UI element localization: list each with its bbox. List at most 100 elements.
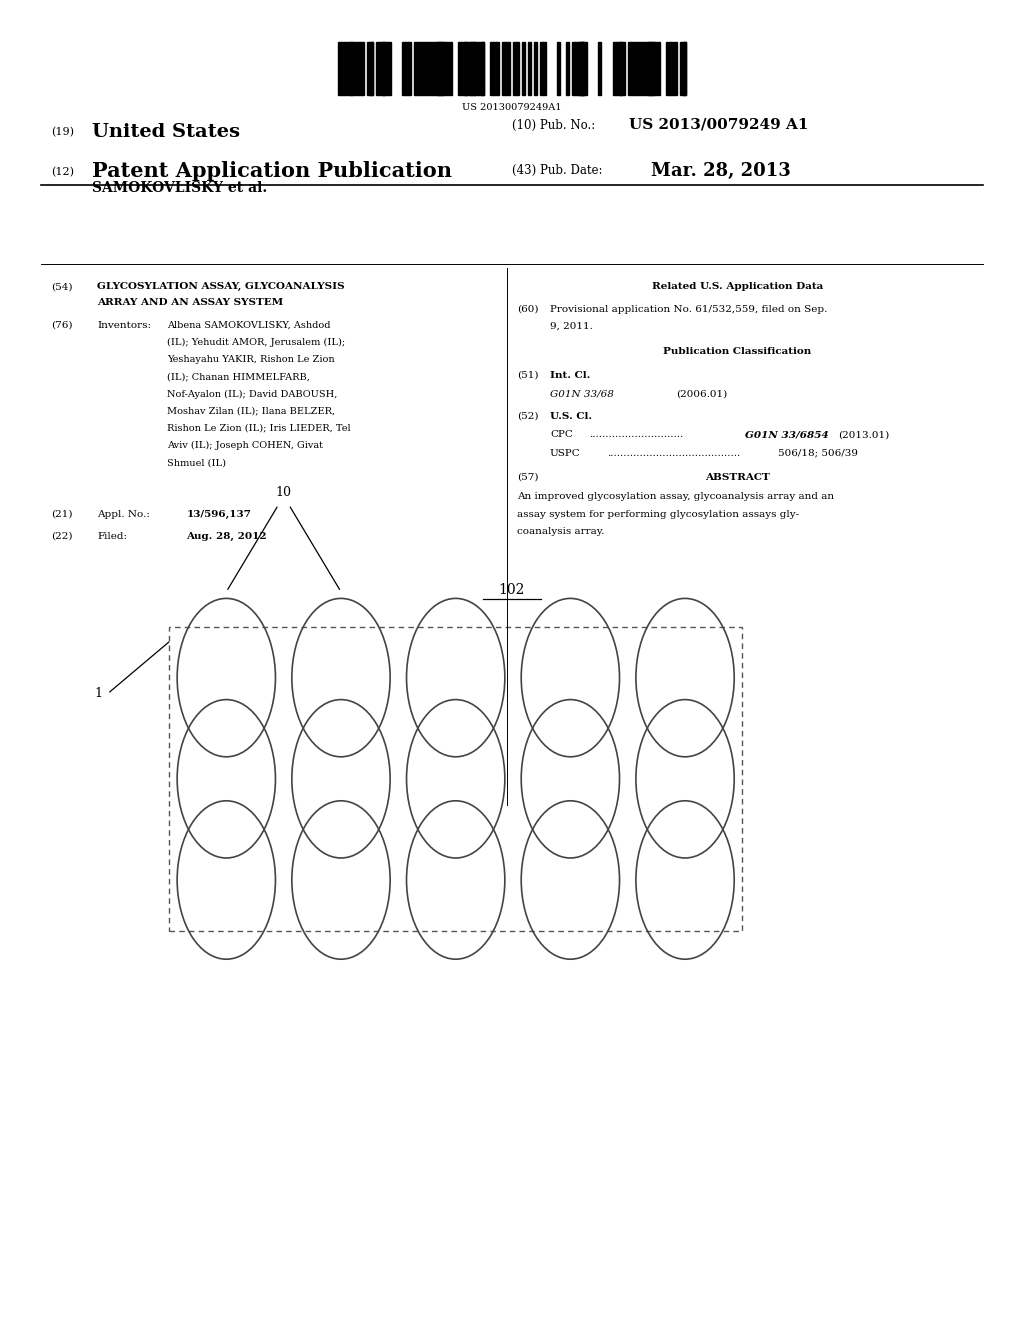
Text: assay system for performing glycosylation assays gly-: assay system for performing glycosylatio… bbox=[517, 510, 800, 519]
Text: Int. Cl.: Int. Cl. bbox=[550, 371, 590, 380]
Bar bbox=[446, 42, 452, 95]
Text: 506/18; 506/39: 506/18; 506/39 bbox=[778, 449, 858, 458]
Bar bbox=[338, 42, 341, 95]
Text: Albena SAMOKOVLISKY, Ashdod: Albena SAMOKOVLISKY, Ashdod bbox=[167, 321, 331, 330]
Bar bbox=[654, 42, 659, 95]
Bar bbox=[478, 42, 484, 95]
Text: 102: 102 bbox=[499, 582, 525, 597]
Text: United States: United States bbox=[92, 123, 241, 141]
Text: (52): (52) bbox=[517, 412, 539, 421]
Text: SAMOKOVLISKY et al.: SAMOKOVLISKY et al. bbox=[92, 181, 267, 195]
Bar bbox=[572, 42, 574, 95]
Text: Related U.S. Application Data: Related U.S. Application Data bbox=[651, 282, 823, 292]
Text: Appl. No.:: Appl. No.: bbox=[97, 510, 151, 519]
Text: (60): (60) bbox=[517, 305, 539, 314]
Text: U.S. Cl.: U.S. Cl. bbox=[550, 412, 592, 421]
Bar bbox=[634, 42, 639, 95]
Bar bbox=[598, 42, 601, 95]
Text: (54): (54) bbox=[51, 282, 73, 292]
Bar bbox=[420, 42, 423, 95]
Bar bbox=[581, 42, 587, 95]
Text: Nof-Ayalon (IL); David DABOUSH,: Nof-Ayalon (IL); David DABOUSH, bbox=[167, 389, 337, 399]
Text: (2006.01): (2006.01) bbox=[676, 389, 727, 399]
Bar bbox=[505, 42, 511, 95]
Bar bbox=[464, 42, 467, 95]
Bar bbox=[493, 42, 499, 95]
Bar bbox=[513, 42, 516, 95]
Bar bbox=[402, 42, 406, 95]
Bar bbox=[434, 42, 443, 95]
Text: Inventors:: Inventors: bbox=[97, 321, 152, 330]
Text: Aviv (IL); Joseph COHEN, Givat: Aviv (IL); Joseph COHEN, Givat bbox=[167, 441, 323, 450]
Text: (21): (21) bbox=[51, 510, 73, 519]
Text: 10: 10 bbox=[275, 486, 292, 499]
Text: 1: 1 bbox=[94, 688, 102, 701]
Bar bbox=[437, 42, 443, 95]
Bar bbox=[370, 42, 373, 95]
Text: (57): (57) bbox=[517, 473, 539, 482]
Bar bbox=[540, 42, 546, 95]
Text: (12): (12) bbox=[51, 166, 74, 177]
Bar bbox=[443, 42, 446, 95]
Bar bbox=[618, 42, 622, 95]
Bar bbox=[557, 42, 560, 95]
Text: G01N 33/6854: G01N 33/6854 bbox=[745, 430, 829, 440]
Bar bbox=[490, 42, 493, 95]
Text: ABSTRACT: ABSTRACT bbox=[705, 473, 770, 482]
Bar bbox=[666, 42, 672, 95]
Bar bbox=[472, 42, 475, 95]
Bar bbox=[385, 42, 388, 95]
Text: USPC: USPC bbox=[550, 449, 581, 458]
Bar bbox=[341, 42, 344, 95]
Text: (IL); Yehudit AMOR, Jerusalem (IL);: (IL); Yehudit AMOR, Jerusalem (IL); bbox=[167, 338, 345, 347]
Bar bbox=[613, 42, 622, 95]
Text: Shmuel (IL): Shmuel (IL) bbox=[167, 458, 226, 467]
Text: (IL); Chanan HIMMELFARB,: (IL); Chanan HIMMELFARB, bbox=[167, 372, 310, 381]
Bar bbox=[382, 42, 385, 95]
Text: US 2013/0079249 A1: US 2013/0079249 A1 bbox=[629, 117, 808, 132]
Bar bbox=[680, 42, 686, 95]
Text: .............................: ............................. bbox=[589, 430, 683, 440]
Text: Rishon Le Zion (IL); Iris LIEDER, Tel: Rishon Le Zion (IL); Iris LIEDER, Tel bbox=[167, 424, 350, 433]
Bar bbox=[683, 42, 686, 95]
Text: Patent Application Publication: Patent Application Publication bbox=[92, 161, 453, 181]
Text: G01N 33/68: G01N 33/68 bbox=[550, 389, 613, 399]
Bar bbox=[361, 42, 365, 95]
Bar bbox=[648, 42, 651, 95]
Bar bbox=[522, 42, 525, 95]
Bar bbox=[349, 42, 352, 95]
Text: (22): (22) bbox=[51, 532, 73, 541]
Bar bbox=[566, 42, 569, 95]
Bar bbox=[423, 42, 426, 95]
Bar bbox=[645, 42, 653, 95]
Text: (43) Pub. Date:: (43) Pub. Date: bbox=[512, 164, 602, 177]
Bar bbox=[406, 42, 409, 95]
Bar bbox=[578, 42, 584, 95]
Text: Mar. 28, 2013: Mar. 28, 2013 bbox=[651, 161, 791, 180]
Bar bbox=[622, 42, 625, 95]
Bar bbox=[426, 42, 434, 95]
Bar bbox=[344, 42, 352, 95]
Bar bbox=[379, 42, 385, 95]
Bar bbox=[376, 42, 379, 95]
Bar bbox=[528, 42, 531, 95]
Text: Provisional application No. 61/532,559, filed on Sep.: Provisional application No. 61/532,559, … bbox=[550, 305, 827, 314]
Bar bbox=[651, 42, 654, 95]
Text: (76): (76) bbox=[51, 321, 73, 330]
Bar bbox=[481, 42, 484, 95]
Text: (19): (19) bbox=[51, 127, 74, 137]
Text: Aug. 28, 2012: Aug. 28, 2012 bbox=[186, 532, 267, 541]
Bar bbox=[502, 42, 505, 95]
Bar bbox=[169, 627, 742, 931]
Text: Moshav Zilan (IL); Ilana BELZER,: Moshav Zilan (IL); Ilana BELZER, bbox=[167, 407, 335, 416]
Bar bbox=[467, 42, 472, 95]
Text: .........................................: ........................................… bbox=[607, 449, 740, 458]
Bar bbox=[672, 42, 677, 95]
Bar bbox=[414, 42, 420, 95]
Bar bbox=[368, 42, 373, 95]
Bar bbox=[574, 42, 584, 95]
Bar bbox=[409, 42, 411, 95]
Text: 13/596,137: 13/596,137 bbox=[186, 510, 251, 519]
Text: ARRAY AND AN ASSAY SYSTEM: ARRAY AND AN ASSAY SYSTEM bbox=[97, 298, 284, 308]
Bar bbox=[358, 42, 361, 95]
